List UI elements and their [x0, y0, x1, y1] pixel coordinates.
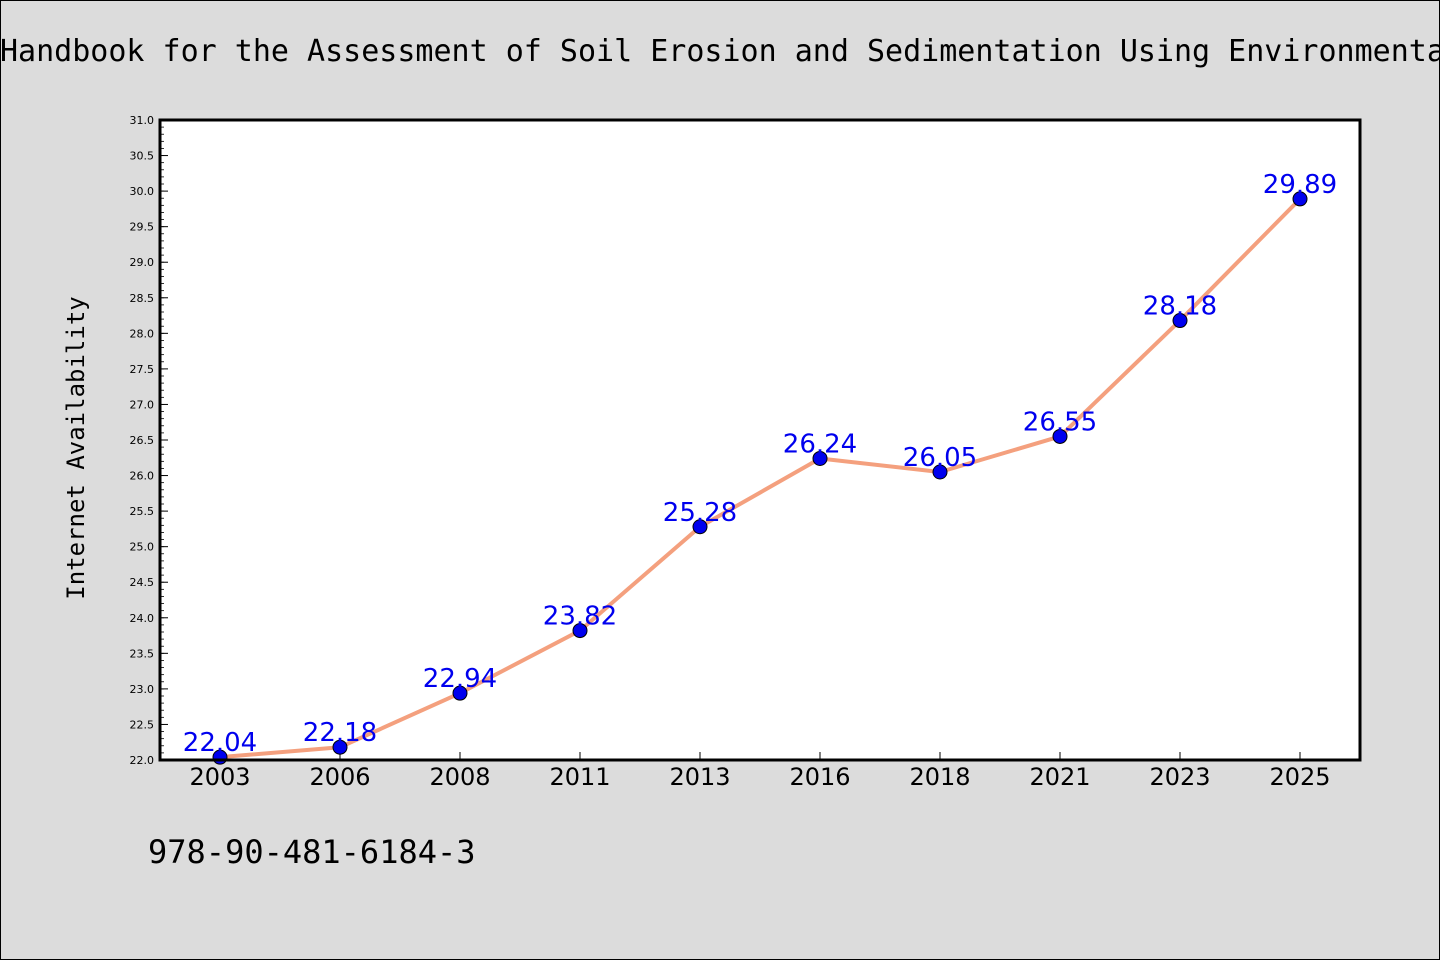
y-tick-label: 30.0	[130, 185, 155, 198]
x-tick-label: 2016	[789, 763, 850, 791]
x-tick-label: 2021	[1029, 763, 1090, 791]
x-tick-label: 2018	[909, 763, 970, 791]
data-point	[572, 623, 588, 639]
data-label: 22.94	[423, 664, 497, 694]
data-points	[212, 191, 1308, 765]
x-tick-label: 2013	[669, 763, 730, 791]
x-axis: 2003 2006 2008 2011 2013 2016 2018 2021 2023 2025	[189, 752, 1331, 791]
isbn-text: 978-90-481-6184-3	[148, 833, 476, 871]
data-label: 23.82	[543, 602, 617, 632]
data-labels: 22.04 22.18 22.94 23.82 25.28 26.24 26.05 26.55…	[183, 170, 1337, 758]
x-tick-label: 2025	[1269, 763, 1330, 791]
data-label: 26.55	[1023, 407, 1097, 437]
data-label: 26.24	[783, 429, 857, 459]
y-tick-label: 26.5	[130, 434, 155, 447]
x-tick-label: 2003	[189, 763, 250, 791]
y-tick-label: 28.0	[130, 327, 155, 340]
data-label: 22.18	[303, 718, 377, 748]
x-tick-label: 2011	[549, 763, 610, 791]
y-tick-label: 25.5	[130, 505, 155, 518]
plot-area	[160, 120, 1360, 760]
y-tick-label: 27.5	[130, 363, 155, 376]
data-label: 29.89	[1263, 170, 1337, 200]
y-axis-label: Internet Availability	[62, 296, 90, 599]
y-tick-label: 22.5	[130, 718, 155, 731]
data-point	[812, 450, 828, 466]
x-tick-label: 2008	[429, 763, 490, 791]
y-tick-label: 25.0	[130, 541, 155, 554]
y-tick-label: 27.0	[130, 398, 155, 411]
data-point	[332, 739, 348, 755]
y-tick-label: 29.0	[130, 256, 155, 269]
data-point	[1052, 428, 1068, 444]
plot-border	[158, 118, 1362, 762]
data-label: 26.05	[903, 443, 977, 473]
y-tick-label: 24.5	[130, 576, 155, 589]
y-tick-label: 28.5	[130, 292, 155, 305]
y-axis: 22.0 22.5 23.0 23.5 24.0 24.5 25.0 25.5 26.0 26.5…	[130, 114, 168, 767]
y-tick-label: 31.0	[130, 114, 155, 127]
data-label: 22.04	[183, 728, 257, 758]
y-tick-label: 24.0	[130, 612, 155, 625]
chart-title: Handbook for the Assessment of Soil Eros…	[0, 34, 1440, 69]
x-tick-label: 2006	[309, 763, 370, 791]
y-tick-label: 23.5	[130, 647, 155, 660]
data-point	[1172, 313, 1188, 329]
y-tick-label: 22.0	[130, 754, 155, 767]
data-point	[452, 685, 468, 701]
data-label: 28.18	[1143, 292, 1217, 322]
y-tick-label: 30.5	[130, 150, 155, 163]
data-point	[1292, 191, 1308, 207]
data-point	[692, 519, 708, 535]
y-tick-label: 26.0	[130, 470, 155, 483]
y-tick-label: 29.5	[130, 221, 155, 234]
data-label: 25.28	[663, 498, 737, 528]
y-tick-label: 23.0	[130, 683, 155, 696]
x-tick-label: 2023	[1149, 763, 1210, 791]
series-line	[219, 197, 1302, 760]
data-point	[932, 464, 948, 480]
